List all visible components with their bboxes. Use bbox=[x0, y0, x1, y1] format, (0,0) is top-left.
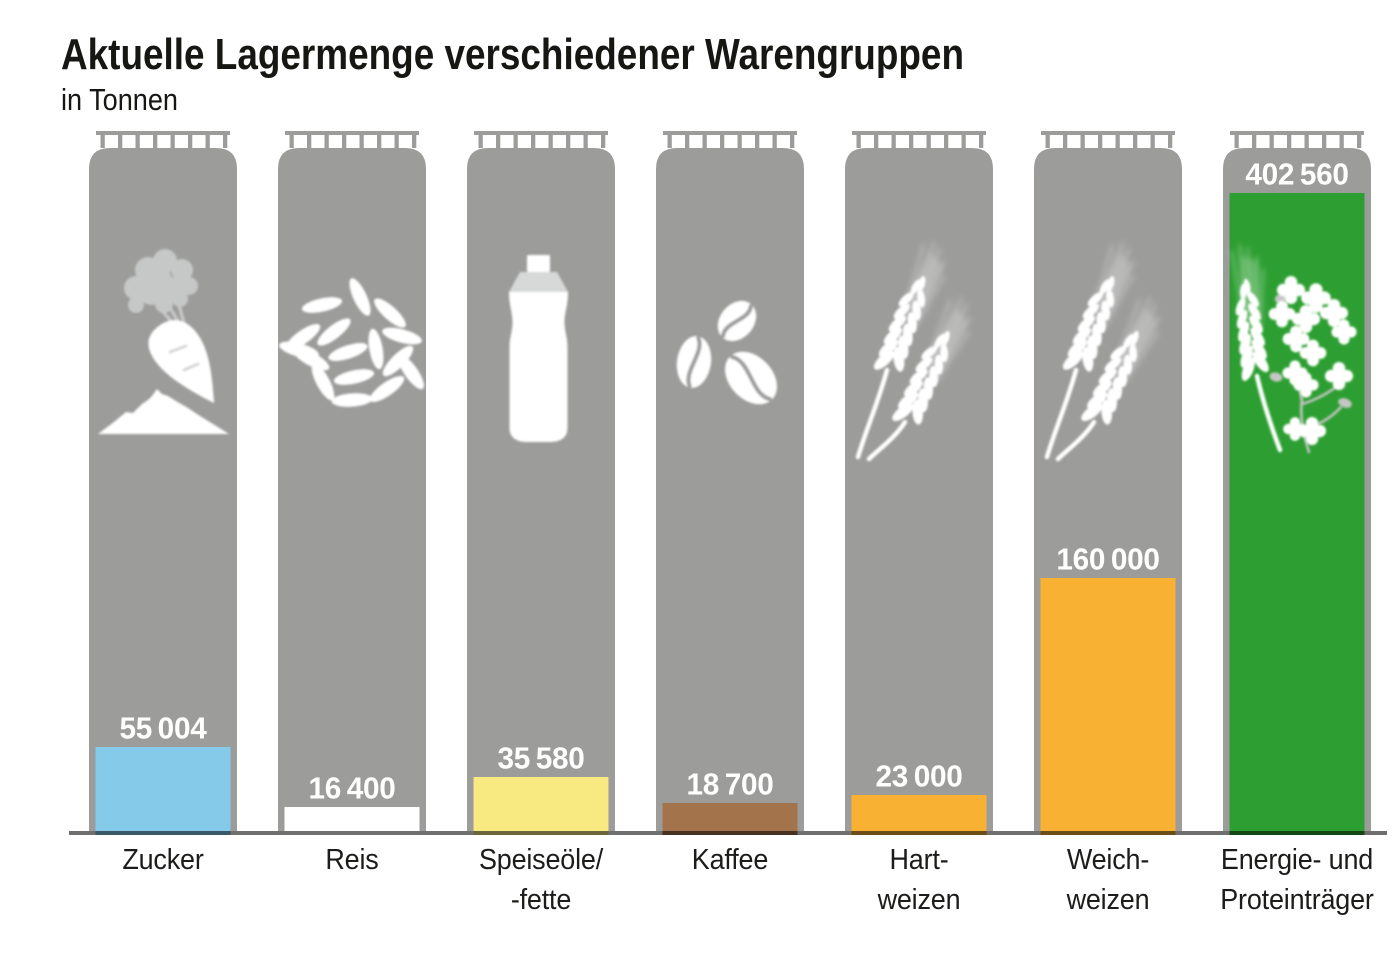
svg-text:23 000: 23 000 bbox=[876, 759, 963, 794]
svg-text:Aktuelle Lagermenge verschiede: Aktuelle Lagermenge verschiedener Wareng… bbox=[61, 30, 964, 79]
svg-text:-fette: -fette bbox=[511, 883, 571, 915]
svg-text:Hart-: Hart- bbox=[889, 843, 948, 875]
svg-text:Reis: Reis bbox=[325, 843, 378, 875]
svg-text:Energie- und: Energie- und bbox=[1221, 843, 1373, 875]
svg-text:weizen: weizen bbox=[877, 883, 961, 915]
svg-text:18 700: 18 700 bbox=[687, 767, 774, 802]
svg-text:35 580: 35 580 bbox=[498, 741, 585, 776]
svg-text:weizen: weizen bbox=[1066, 883, 1150, 915]
svg-text:Weich-: Weich- bbox=[1067, 843, 1149, 875]
svg-text:in Tonnen: in Tonnen bbox=[61, 82, 178, 117]
svg-text:55 004: 55 004 bbox=[120, 711, 207, 746]
svg-text:Zucker: Zucker bbox=[122, 843, 203, 875]
svg-text:402 560: 402 560 bbox=[1245, 157, 1348, 192]
svg-text:Speiseöle/: Speiseöle/ bbox=[479, 843, 603, 875]
svg-text:Kaffee: Kaffee bbox=[692, 843, 768, 875]
svg-text:Proteinträger: Proteinträger bbox=[1220, 883, 1373, 915]
svg-text:16 400: 16 400 bbox=[309, 771, 396, 806]
svg-text:160 000: 160 000 bbox=[1056, 542, 1159, 577]
